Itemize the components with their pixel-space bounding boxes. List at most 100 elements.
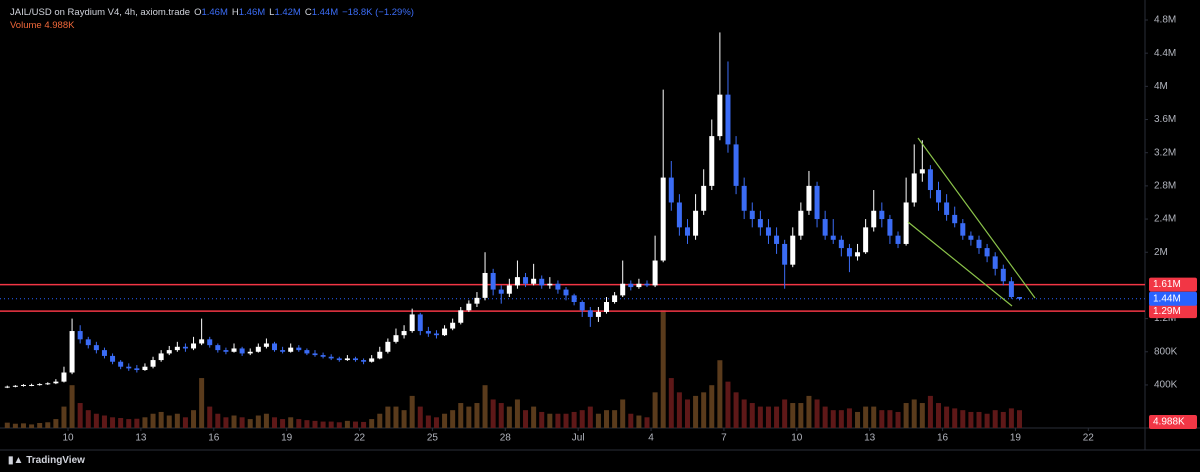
candle-body	[280, 350, 286, 352]
candle-body	[863, 227, 869, 253]
candle-body	[960, 223, 966, 236]
volume-bar	[401, 410, 407, 428]
y-tick-label: 400K	[1154, 380, 1178, 391]
x-tick-label: 10	[62, 433, 74, 444]
volume-bar	[61, 406, 67, 428]
volume-bar	[377, 413, 383, 428]
candle-body	[539, 278, 545, 286]
candle-body	[498, 289, 504, 294]
volume-bar	[77, 403, 83, 428]
candle-body	[4, 386, 10, 388]
candle-body	[806, 185, 812, 211]
volume-bar	[280, 419, 286, 428]
volume-bar	[887, 410, 893, 428]
volume-bar	[628, 413, 634, 428]
candle-body	[749, 210, 755, 220]
volume-bar	[126, 419, 132, 428]
candle-body	[1008, 281, 1014, 298]
candle-body	[401, 331, 407, 336]
volume-bar	[895, 411, 901, 428]
candle-body	[442, 328, 448, 336]
x-tick-label: 4	[648, 433, 654, 444]
volume-bar	[288, 417, 294, 428]
candle-body	[595, 311, 601, 317]
candle-body	[207, 339, 213, 346]
volume-bar	[676, 392, 682, 428]
candle-body	[110, 355, 116, 362]
candle-body	[239, 348, 245, 354]
trend-line[interactable]	[917, 137, 1036, 299]
candle-body	[765, 227, 771, 236]
volume-bar	[798, 403, 804, 428]
volume-bar	[85, 410, 91, 428]
candle-body	[361, 360, 367, 362]
volume-bar	[29, 424, 35, 428]
volume-bar	[936, 403, 942, 428]
candle-body	[887, 219, 893, 236]
volume-bar	[263, 413, 269, 428]
candle-body	[215, 345, 221, 351]
y-tick-label: 2.4M	[1154, 214, 1176, 225]
volume-bar	[733, 392, 739, 428]
volume-bar	[547, 413, 553, 428]
candle-body	[952, 214, 958, 224]
legend-row: JAIL/USD on Raydium V4, 4h, axiom.trade O…	[10, 6, 414, 19]
volume-bar	[514, 399, 520, 428]
volume-bar	[223, 417, 229, 428]
volume-bar	[919, 403, 925, 428]
volume-bar	[571, 411, 577, 428]
volume-bar	[976, 411, 982, 428]
volume-bar	[361, 421, 367, 428]
candle-body	[69, 331, 75, 373]
candle-body	[871, 210, 877, 228]
symbol: JAIL/USD on Raydium V4, 4h, axiom.trade	[10, 7, 191, 18]
volume-bar	[344, 420, 350, 428]
volume-bar	[466, 406, 472, 428]
candle-body	[377, 351, 383, 359]
candle-body	[182, 346, 188, 349]
candle-body	[911, 173, 917, 203]
brand[interactable]: ▮▲ TradingView	[8, 455, 85, 466]
candle-body	[660, 177, 666, 261]
volume-bar	[709, 385, 715, 428]
volume-bar	[490, 399, 496, 428]
volume-bar	[555, 413, 561, 428]
candle-body	[1016, 297, 1022, 299]
y-tick-label: 4.8M	[1154, 15, 1176, 26]
volume-bar	[531, 406, 537, 428]
volume-bar	[296, 419, 302, 428]
candle-body	[693, 210, 699, 236]
ohlc-key: H	[231, 7, 239, 18]
candle-body	[134, 368, 140, 371]
candle-body	[85, 339, 91, 346]
x-tick-label: 16	[937, 433, 949, 444]
volume-bar	[474, 403, 480, 428]
candle-body	[531, 278, 537, 284]
volume-bar	[312, 420, 318, 428]
volume-bar	[320, 421, 326, 428]
y-tick-label: 2M	[1154, 247, 1168, 258]
candle-body	[709, 136, 715, 186]
candle-body	[29, 384, 35, 386]
volume-bar	[506, 406, 512, 428]
candle-body	[725, 94, 731, 145]
volume-bar	[579, 410, 585, 428]
ohlc-value: 1.46M	[201, 7, 228, 18]
candle-body	[77, 331, 83, 340]
ohlc-key: L	[269, 7, 275, 18]
x-tick-label: 19	[1010, 433, 1022, 444]
candle-body	[547, 283, 553, 286]
trend-line[interactable]	[907, 221, 1013, 307]
candle-body	[563, 289, 569, 296]
volume-bar	[830, 410, 836, 428]
volume-bar	[604, 410, 610, 428]
last-price-box	[1149, 291, 1197, 306]
x-tick-label: Jul	[572, 433, 585, 444]
axis-layer: 400K 800K 1.2M 2M 2.4M 2.8M 3.2M 3.6M 4M 4.4M 4.8M…	[62, 15, 1197, 444]
candle-body	[458, 310, 464, 323]
candle-body	[903, 202, 909, 244]
volume-bar	[101, 415, 107, 428]
x-tick-label: 13	[864, 433, 876, 444]
volume-bar	[231, 415, 237, 428]
volume-bar	[927, 395, 933, 428]
